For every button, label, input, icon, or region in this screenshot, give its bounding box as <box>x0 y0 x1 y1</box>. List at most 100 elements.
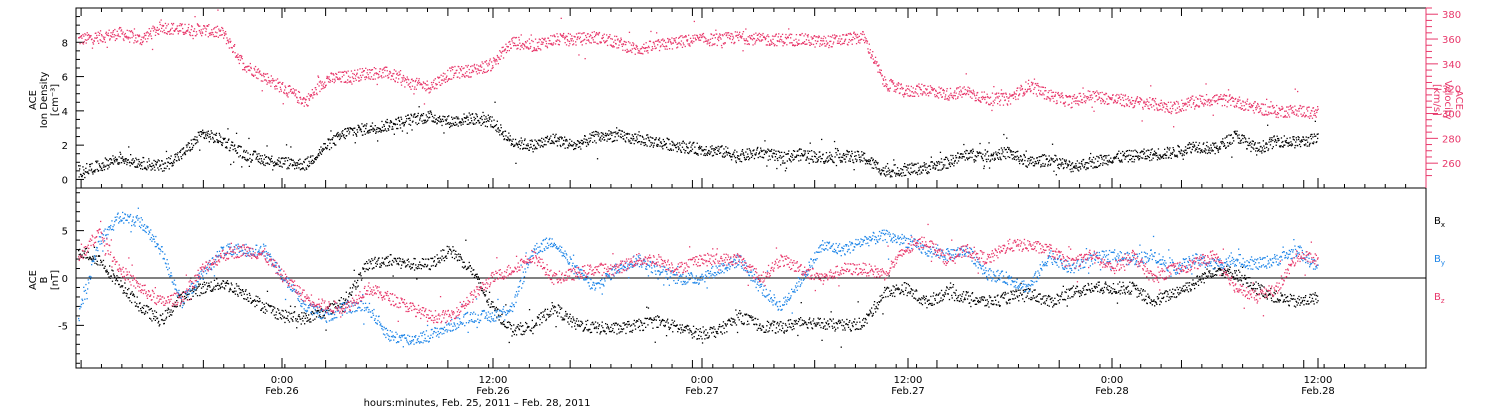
data-point <box>859 159 861 161</box>
data-point <box>329 80 332 82</box>
data-point <box>827 42 829 44</box>
data-point <box>154 169 156 171</box>
data-point <box>641 46 643 48</box>
data-point <box>294 89 296 91</box>
data-point <box>597 34 600 36</box>
data-point <box>735 160 737 162</box>
data-point <box>224 31 227 33</box>
data-point <box>430 112 432 114</box>
data-point <box>404 86 406 88</box>
data-point <box>328 76 330 78</box>
data-point <box>248 165 250 167</box>
data-point <box>266 162 269 164</box>
data-point <box>646 134 648 136</box>
data-point <box>346 72 348 74</box>
data-point <box>653 43 655 45</box>
data-point <box>911 162 913 164</box>
data-point <box>551 140 553 142</box>
data-point <box>1298 108 1300 110</box>
data-point <box>309 156 312 158</box>
data-point <box>503 50 505 52</box>
data-point <box>698 38 700 40</box>
data-point <box>335 135 337 137</box>
data-point <box>704 154 706 157</box>
data-point <box>610 131 612 133</box>
data-point <box>971 152 974 154</box>
data-point <box>666 45 668 48</box>
data-point <box>861 151 863 153</box>
data-point <box>342 130 344 132</box>
data-point <box>664 48 666 50</box>
data-point <box>935 167 937 169</box>
data-point <box>1008 147 1010 149</box>
data-point <box>863 157 865 159</box>
data-point <box>270 157 272 160</box>
data-point <box>374 125 376 127</box>
data-point <box>784 170 787 172</box>
data-point <box>1060 93 1062 95</box>
data-point <box>746 156 748 158</box>
data-point <box>84 171 86 173</box>
data-point <box>713 34 715 36</box>
data-point <box>229 150 231 152</box>
data-point <box>407 84 409 86</box>
data-point <box>889 176 891 178</box>
data-point <box>660 45 662 47</box>
data-point <box>777 40 779 42</box>
data-point <box>572 40 574 42</box>
data-point <box>1235 104 1237 107</box>
data-point <box>696 35 698 37</box>
data-point <box>369 131 371 133</box>
data-point <box>835 152 837 154</box>
data-point <box>310 161 312 163</box>
data-point <box>931 161 933 163</box>
data-point <box>760 40 762 42</box>
data-point <box>812 161 815 163</box>
data-point <box>275 162 277 164</box>
data-point <box>997 157 999 159</box>
data-point <box>719 152 721 154</box>
data-point <box>515 142 518 144</box>
data-point <box>127 36 129 38</box>
data-point <box>634 53 636 55</box>
data-point <box>569 33 571 35</box>
data-point <box>355 134 357 136</box>
data-point <box>836 148 839 150</box>
data-point <box>255 77 258 79</box>
data-point <box>340 135 343 137</box>
data-point <box>743 154 745 156</box>
data-point <box>101 162 103 165</box>
data-point <box>953 165 955 167</box>
data-point <box>853 31 855 33</box>
data-point <box>1252 104 1254 107</box>
data-point <box>1028 79 1030 81</box>
data-point <box>223 32 225 34</box>
data-point <box>112 30 115 32</box>
data-point <box>689 45 691 47</box>
data-point <box>897 84 899 87</box>
data-point <box>207 130 209 132</box>
data-point <box>780 157 782 159</box>
data-point <box>295 162 297 164</box>
data-point <box>147 32 149 34</box>
data-point <box>164 32 166 34</box>
data-point <box>672 141 674 144</box>
data-point <box>95 32 97 34</box>
data-point <box>1115 102 1118 104</box>
data-point <box>996 154 998 157</box>
data-point <box>1038 156 1040 158</box>
data-point <box>954 159 956 162</box>
data-point <box>423 103 426 105</box>
data-point <box>198 132 200 134</box>
data-point <box>1236 106 1238 108</box>
data-point <box>1301 115 1303 118</box>
data-point <box>374 78 376 80</box>
data-point <box>834 38 836 40</box>
data-point <box>195 35 197 37</box>
data-point <box>1008 148 1010 150</box>
data-point <box>251 73 253 75</box>
data-point <box>883 173 885 175</box>
data-point <box>599 41 601 43</box>
data-point <box>1051 143 1054 145</box>
data-point <box>312 97 314 99</box>
